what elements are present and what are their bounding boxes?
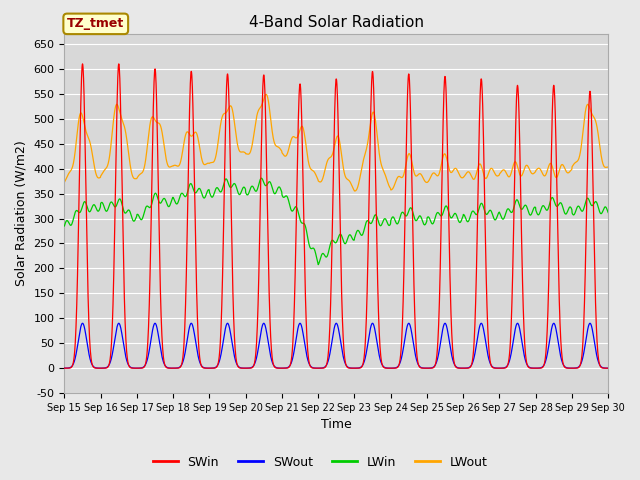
Title: 4-Band Solar Radiation: 4-Band Solar Radiation: [249, 15, 424, 30]
X-axis label: Time: Time: [321, 419, 351, 432]
Y-axis label: Solar Radiation (W/m2): Solar Radiation (W/m2): [15, 141, 28, 287]
Legend: SWin, SWout, LWin, LWout: SWin, SWout, LWin, LWout: [147, 451, 493, 474]
Text: TZ_tmet: TZ_tmet: [67, 17, 124, 30]
